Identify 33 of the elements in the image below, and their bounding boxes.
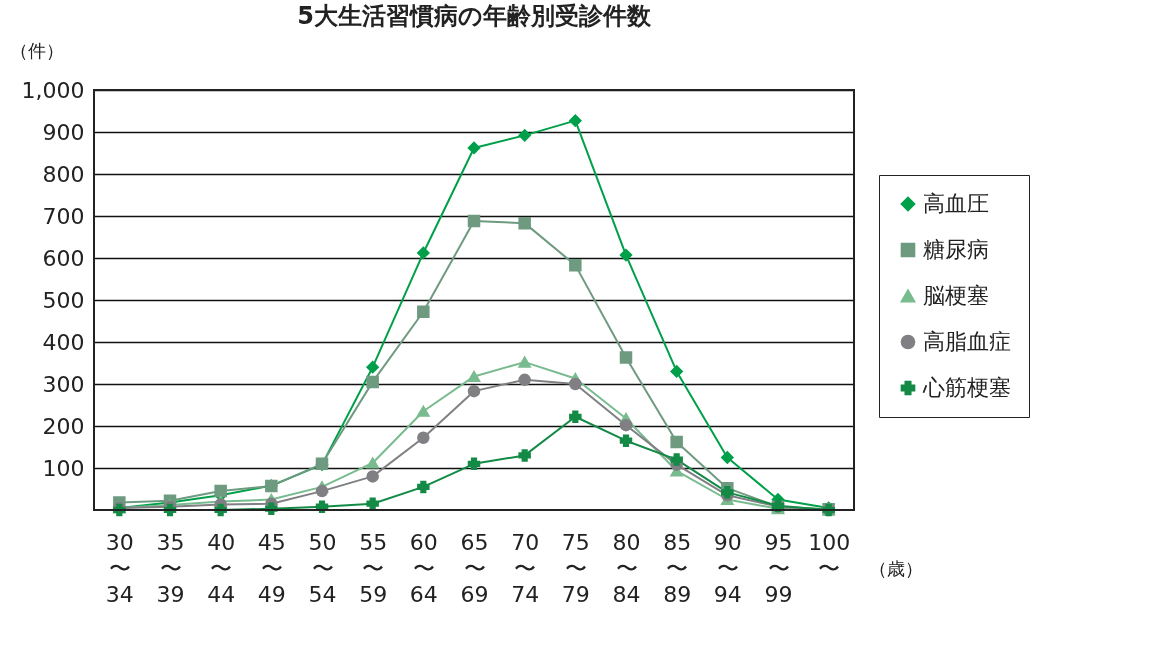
x-tick-label: 30 〜 34: [105, 529, 134, 607]
y-tick-label: 300: [42, 371, 85, 397]
x-tick-label: 95 〜 99: [764, 529, 793, 607]
x-axis-title: （歳）: [869, 558, 923, 579]
y-tick-label: 900: [42, 119, 85, 145]
x-tick-label: 35 〜 39: [156, 529, 185, 607]
y-tick-label: 700: [42, 203, 85, 229]
legend-label: 糖尿病: [923, 237, 989, 262]
x-tick-label: 55 〜 59: [359, 529, 388, 607]
x-tick-label: 60 〜 64: [409, 529, 438, 607]
x-tick-label: 80 〜 84: [612, 529, 641, 607]
y-tick-label: 800: [42, 161, 85, 187]
x-tick-label: 65 〜 69: [460, 529, 489, 607]
legend-label: 心筋梗塞: [922, 375, 1011, 400]
x-tick-label: 45 〜 49: [257, 529, 286, 607]
y-tick-label: 600: [42, 245, 85, 271]
x-tick-label: 100 〜: [808, 529, 851, 581]
x-tick-label: 50 〜 54: [308, 529, 337, 607]
y-tick-label: 500: [42, 287, 85, 313]
chart-title: 5大生活習慣病の年齢別受診件数: [297, 2, 652, 30]
x-tick-label: 70 〜 74: [511, 529, 540, 607]
legend-label: 高血圧: [923, 191, 989, 216]
legend-label: 脳梗塞: [923, 283, 989, 308]
y-tick-label: 1,000: [21, 77, 85, 103]
y-axis-title: （件）: [10, 40, 64, 61]
y-tick-label: 100: [42, 455, 85, 481]
y-tick-label: 400: [42, 329, 85, 355]
x-tick-label: 75 〜 79: [561, 529, 590, 607]
x-tick-label: 85 〜 89: [663, 529, 692, 607]
y-tick-label: 200: [42, 413, 85, 439]
legend-label: 高脂血症: [923, 329, 1011, 354]
x-tick-label: 90 〜 94: [713, 529, 742, 607]
x-tick-label: 40 〜 44: [207, 529, 236, 607]
